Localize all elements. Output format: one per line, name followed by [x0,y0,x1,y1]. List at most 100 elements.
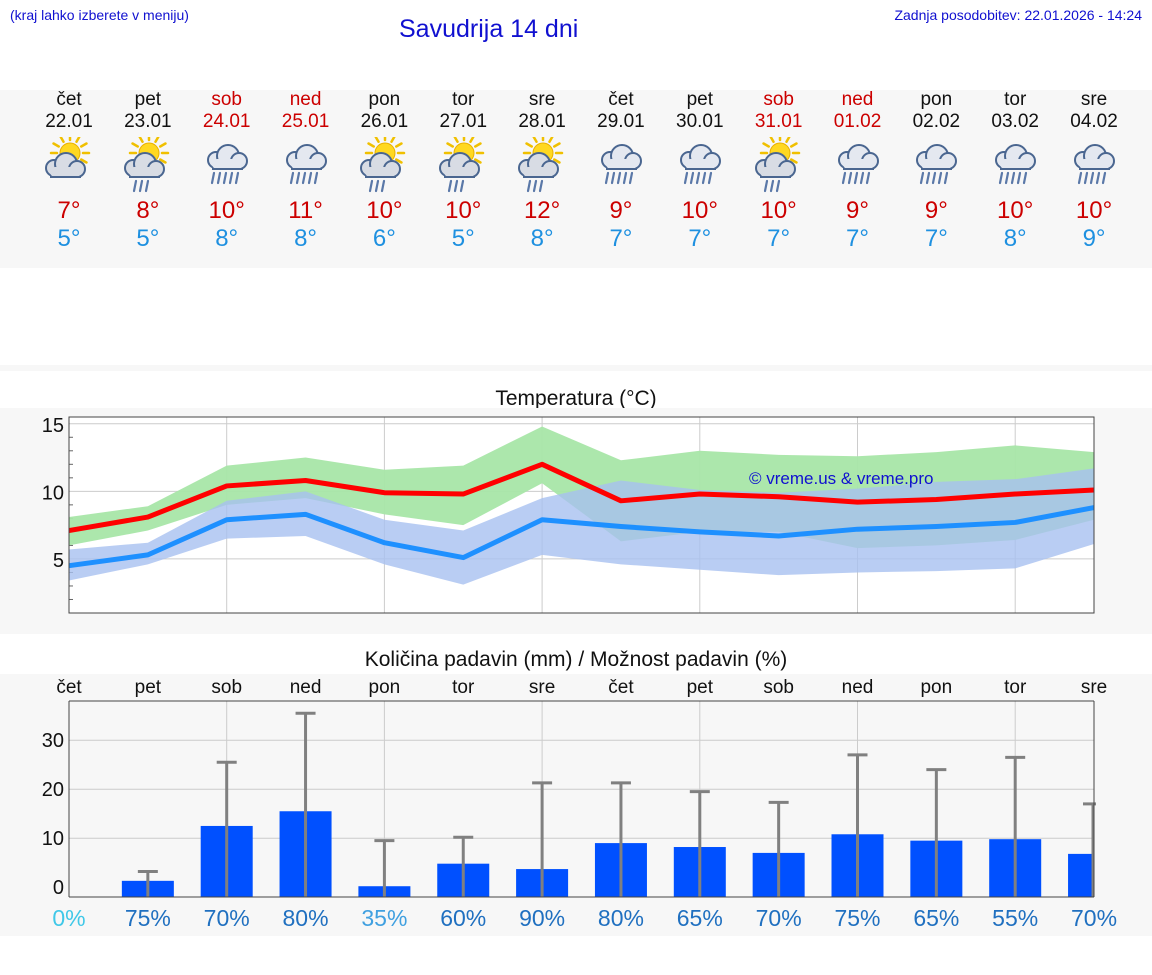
temp-max: 10° [997,197,1034,224]
precip-xtick-label: ned [290,677,322,698]
temp-max: 10° [445,197,482,224]
temp-ytick-label: 15 [42,415,64,437]
cloud-rain-icon [266,135,346,195]
temp-max: 9° [609,197,633,224]
day-name: ned [841,89,874,110]
precip-probability: 70% [203,905,250,931]
day-date: 03.02 [991,111,1039,132]
temp-min: 8° [215,225,239,252]
precip-probability: 75% [834,905,881,931]
day-column: pon 26.01 10° 6° [344,89,424,253]
precip-ytick-label: 0 [53,877,64,899]
day-date: 04.02 [1070,111,1118,132]
temp-min: 5° [136,225,160,252]
precip-chart-title: Količina padavin (mm) / Možnost padavin … [364,648,788,671]
temp-max: 9° [924,197,948,224]
temp-max: 10° [208,197,245,224]
day-name: pon [920,89,953,110]
page-title: Savudrija 14 dni [399,15,579,43]
last-updated: Zadnja posodobitev: 22.01.2026 - 14:24 [894,7,1142,23]
precip-probability: 70% [755,905,802,931]
day-column: tor 27.01 10° 5° [423,89,503,253]
temp-min: 7° [767,225,791,252]
day-date: 28.01 [518,111,566,132]
precip-chart: čet pet sob ned pon tor sre čet pet sob ned pon tor s… [0,674,1152,936]
day-date: 29.01 [597,111,645,132]
day-column: ned 25.01 11° 8° [266,89,346,253]
day-column: pet 30.01 10° 7° [660,89,740,253]
day-date: 25.01 [281,111,330,132]
precip-xtick-label: pet [687,677,714,698]
temp-max: 7° [57,197,81,224]
day-name: čet [608,89,634,110]
day-column: tor 03.02 10° 8° [975,89,1055,253]
watermark: © vreme.us & vreme.pro [749,469,933,488]
day-date: 31.01 [754,111,803,132]
temp-band-min [69,468,1095,585]
day-date: 27.01 [439,111,488,132]
precip-xtick-label: tor [452,677,475,698]
sun-cloud-rain-icon [502,135,582,195]
cloud-rain-icon [896,135,976,195]
cloud-rain-icon [1054,135,1134,195]
day-date: 24.01 [202,111,251,132]
cloud-rain-icon [581,135,661,195]
precip-bar [1068,853,1094,897]
region-hint: (kraj lahko izberete v meniju) [10,7,189,23]
sun-cloud-rain-icon [423,135,503,195]
day-name: pon [368,89,401,110]
day-name: sob [763,89,794,110]
temp-min: 7° [924,225,948,252]
precip-probability: 0% [52,905,86,931]
temp-line-min [68,505,1095,569]
precip-probability: 55% [992,905,1039,931]
precip-ytick-label: 20 [42,779,64,801]
cloud-rain-icon [818,135,898,195]
day-column: sob 24.01 10° 8° [187,89,267,253]
day-date: 02.02 [912,111,961,132]
precip-ytick-label: 30 [42,730,64,752]
temp-line-max [68,461,1095,534]
temp-ytick-label: 5 [53,550,64,572]
day-column: sob 31.01 10° 7° [739,89,819,253]
precip-probability: 75% [124,905,171,931]
precip-probability: 65% [676,905,723,931]
day-name: sob [211,89,242,110]
day-name: sre [1080,89,1108,110]
precip-xtick-label: sob [763,677,794,698]
sun-cloud-rain-icon [344,135,424,195]
cloud-rain-icon [975,135,1055,195]
temp-min: 7° [609,225,633,252]
temp-max: 8° [136,197,160,224]
precip-xtick-label: pon [369,677,401,698]
temp-max: 10° [760,197,797,224]
day-column: čet 22.01 7° 5° [29,89,109,253]
temp-min: 8° [530,225,554,252]
temp-max: 10° [1075,197,1113,224]
day-column: ned 01.02 9° 7° [818,89,898,253]
temp-max: 10° [681,197,718,224]
temp-max: 10° [366,197,403,224]
temperature-chart-title: Temperatura (°C) [495,387,657,410]
day-date: 01.02 [833,111,882,132]
temp-min: 8° [294,225,318,252]
precip-ytick-label: 10 [42,828,64,850]
temp-max: 12° [523,197,561,224]
precip-xtick-label: pon [920,677,952,698]
sun-cloud-icon [29,135,109,195]
sun-cloud-rain-icon [108,135,188,195]
forecast-panel [0,90,1152,268]
day-date: 23.01 [124,111,172,132]
temp-min: 5° [57,225,81,252]
day-column: čet 29.01 9° 7° [581,89,661,253]
day-name: tor [452,89,475,110]
precip-xtick-label: ned [842,677,874,698]
precip-xtick-label: pet [135,677,162,698]
day-name: pet [686,89,713,110]
precip-probability: 35% [361,905,408,931]
temp-min: 5° [451,225,475,252]
temp-min: 7° [688,225,712,252]
cloud-rain-icon [660,135,740,195]
precip-probability: 65% [913,905,960,931]
temp-max: 11° [288,197,323,224]
